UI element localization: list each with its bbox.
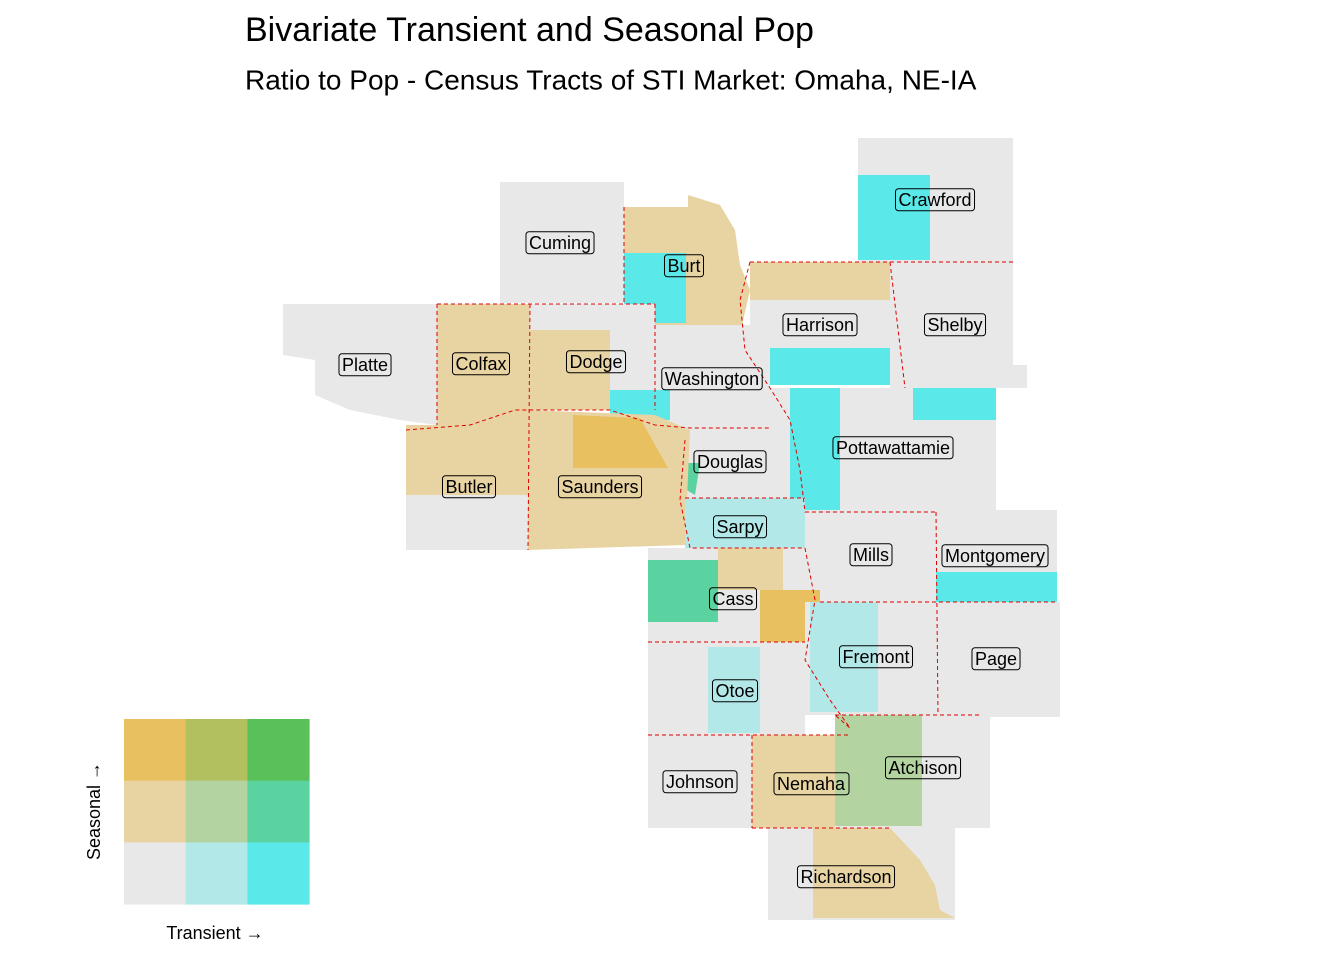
county-label: Atchison — [888, 758, 957, 778]
county-label: Montgomery — [945, 546, 1045, 566]
county-label-box — [849, 543, 893, 567]
county-label-box — [711, 679, 759, 703]
legend-cell — [185, 780, 248, 843]
county-label-box — [923, 313, 987, 337]
county-label: Nemaha — [777, 774, 846, 794]
county-label: Page — [975, 649, 1017, 669]
county-label-box — [894, 188, 976, 212]
county-label: Harrison — [786, 315, 854, 335]
county-label: Johnson — [666, 772, 734, 792]
county-label: Cass — [712, 589, 753, 609]
county-shapes — [283, 138, 1060, 920]
county-label-box — [832, 436, 954, 460]
legend-cell — [185, 719, 248, 782]
county-label-box — [796, 865, 896, 889]
county-label: Mills — [853, 545, 889, 565]
legend-cell — [185, 842, 248, 905]
county-label-box — [557, 475, 643, 499]
county-label: Saunders — [561, 477, 638, 497]
county-label: Colfax — [455, 354, 506, 374]
county-label-box — [693, 450, 767, 474]
county-label: Sarpy — [716, 517, 763, 537]
county-label-box — [441, 475, 497, 499]
legend-cell — [124, 780, 187, 843]
county-label-box — [451, 352, 511, 376]
county-label: Platte — [342, 355, 388, 375]
county-label: Washington — [665, 369, 759, 389]
county-label-box — [941, 544, 1049, 568]
legend-cell — [124, 719, 187, 782]
county-label: Douglas — [697, 452, 763, 472]
county-label-box — [708, 587, 758, 611]
county-label-box — [525, 231, 595, 255]
county-labels: Crawford Cuming Burt Harrison Shelby Pla… — [338, 188, 1049, 889]
legend-cell — [124, 842, 187, 905]
county-label-box — [773, 772, 850, 796]
county-label-box — [838, 645, 914, 669]
county-label: Dodge — [569, 352, 622, 372]
legend-cell — [247, 719, 310, 782]
county-label: Shelby — [927, 315, 982, 335]
title: Bivariate Transient and Seasonal Pop — [245, 11, 814, 49]
legend — [124, 719, 310, 905]
legend-cell — [247, 780, 310, 843]
county-label: Butler — [445, 477, 492, 497]
county-label-box — [884, 756, 962, 780]
county-label-box — [663, 254, 705, 278]
county-label-box — [971, 647, 1021, 671]
county-label: Pottawattamie — [836, 438, 950, 458]
county-label: Otoe — [715, 681, 754, 701]
county-label-box — [565, 350, 627, 374]
county-label-box — [662, 770, 738, 794]
county-label: Crawford — [898, 190, 971, 210]
county-borders — [405, 207, 1057, 829]
legend-x-label: Transient → — [166, 923, 263, 943]
subtitle: Ratio to Pop - Census Tracts of STI Mark… — [245, 64, 977, 95]
legend-cell — [247, 842, 310, 905]
county-label: Cuming — [529, 233, 591, 253]
legend-y-label: Seasonal → — [84, 762, 104, 860]
county-label-box — [712, 515, 768, 539]
county-label-box — [338, 353, 392, 377]
county-label: Burt — [667, 256, 700, 276]
county-label-box — [782, 313, 858, 337]
county-label: Richardson — [800, 867, 891, 887]
county-label: Fremont — [842, 647, 909, 667]
county-label-box — [661, 367, 763, 391]
